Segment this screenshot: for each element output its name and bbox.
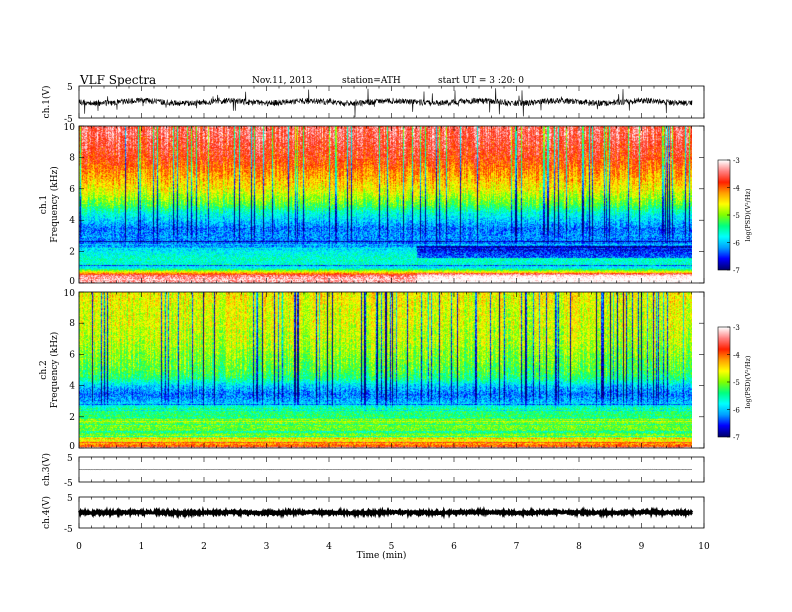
spectrogram-ch1-colorbar-tick-label: -4 bbox=[733, 185, 740, 193]
station-label: station=ATH bbox=[342, 76, 401, 86]
time-axis: 0 1 2 3 4 5 6 7 8 9 10 Time (min) bbox=[76, 542, 710, 561]
time-tick-label: 10 bbox=[698, 542, 710, 552]
waveform-ch1-trace bbox=[78, 88, 693, 118]
ch1-waveform-panel: 5 -5 ch.1(V) bbox=[41, 83, 705, 125]
spectrogram-ch2-ytick-label: 6 bbox=[69, 350, 75, 360]
spectrogram-ch1-ytick-label: 2 bbox=[69, 248, 75, 258]
time-tick-label: 9 bbox=[639, 542, 645, 552]
spectrogram-ch1-colorbar-tick-label: -6 bbox=[733, 240, 740, 248]
waveform-ch1-ylabel: ch.1(V) bbox=[41, 86, 52, 119]
time-tick-label: 6 bbox=[451, 542, 457, 552]
waveform-ch4-ylabel: ch.4(V) bbox=[41, 496, 52, 529]
ch4-waveform-panel: 5 -5 ch.4(V) bbox=[41, 494, 705, 535]
time-tick-label: 0 bbox=[76, 542, 82, 552]
time-tick-label: 3 bbox=[264, 542, 270, 552]
spectrogram-ch2-ytick-label: 2 bbox=[69, 413, 75, 423]
ch1-spectrogram-panel: 0 2 4 6 8 10 ch.1 Frequency (kHz) bbox=[39, 123, 705, 287]
time-tick-label: 1 bbox=[139, 542, 145, 552]
spectrogram-ch2-ytick-label: 4 bbox=[69, 382, 75, 392]
spectrogram-ch1-ytick-label: 6 bbox=[69, 185, 75, 195]
spectrogram-ch1-ylabel-channel: ch.1 bbox=[39, 195, 49, 214]
start-time-label: start UT = 3 :20: 0 bbox=[438, 76, 524, 86]
spectrogram-ch1-colorbar-tick-label: -3 bbox=[733, 157, 740, 165]
waveform-ch1-ytick-bottom: -5 bbox=[64, 115, 73, 125]
waveform-ch3-ytick-top: 5 bbox=[67, 454, 73, 464]
time-tick-label: 5 bbox=[389, 542, 395, 552]
date-label: Nov.11, 2013 bbox=[252, 76, 313, 86]
time-axis-label: Time (min) bbox=[357, 550, 407, 561]
spectrogram-ch2-colorbar-label: log(PSD)(V²/Hz) bbox=[744, 355, 752, 408]
spectrogram-ch2-ylabel-channel: ch.2 bbox=[39, 360, 49, 379]
waveform-ch3-ylabel: ch.3(V) bbox=[41, 453, 52, 486]
spectrogram-ch2-colorbar-tick-label: -3 bbox=[733, 324, 740, 332]
time-tick-label: 4 bbox=[326, 542, 332, 552]
spectrogram-ch2-ytick-label: 8 bbox=[69, 319, 75, 329]
spectrogram-ch1-colorbar-label: log(PSD)(V²/Hz) bbox=[744, 188, 752, 241]
waveform-ch4-ytick-top: 5 bbox=[67, 494, 73, 504]
spectrogram-ch2-ytick-label: 0 bbox=[69, 442, 75, 452]
spectrogram-ch2-colorbar-tick-label: -7 bbox=[733, 434, 740, 442]
waveform-ch4-ytick-bottom: -5 bbox=[64, 525, 73, 535]
colorbar-ch1: -3 -4 -5 -6 -7 log(PSD)(V²/Hz) bbox=[717, 157, 752, 275]
spectrogram-ch1-ytick-label: 10 bbox=[64, 123, 76, 133]
spectrogram-ch1-ytick-label: 8 bbox=[69, 153, 75, 163]
spectrogram-ch2-image bbox=[79, 292, 692, 448]
spectrogram-ch1-ytick-label: 0 bbox=[69, 277, 75, 287]
colorbar-ch2: -3 -4 -5 -6 -7 log(PSD)(V²/Hz) bbox=[717, 324, 752, 442]
spectrogram-ch1-colorbar-tick-label: -5 bbox=[733, 212, 740, 220]
ch3-waveform-panel: 5 -5 ch.3(V) bbox=[41, 453, 705, 489]
figure-title: VLF Spectra bbox=[80, 73, 157, 87]
time-tick-label: 8 bbox=[576, 542, 582, 552]
spectrogram-ch2-colorbar-tick-label: -6 bbox=[733, 407, 740, 415]
spectrogram-ch2-colorbar-tick-label: -4 bbox=[733, 352, 740, 360]
spectrogram-ch1-ytick-label: 4 bbox=[69, 216, 75, 226]
waveform-ch4-trace bbox=[77, 506, 694, 520]
spectrogram-ch1-image bbox=[79, 126, 692, 283]
time-tick-label: 7 bbox=[514, 542, 520, 552]
time-tick-label: 2 bbox=[201, 542, 207, 552]
waveform-ch1-ytick-top: 5 bbox=[67, 83, 73, 93]
waveform-ch3-ytick-bottom: -5 bbox=[64, 479, 73, 489]
spectrogram-ch1-colorbar-tick-label: -7 bbox=[733, 267, 740, 275]
spectrogram-ch2-colorbar-tick-label: -5 bbox=[733, 379, 740, 387]
spectrogram-ch2-ytick-label: 10 bbox=[64, 289, 76, 299]
waveform-ch3-trace bbox=[78, 468, 693, 471]
spectrogram-ch2-ylabel-frequency: Frequency (kHz) bbox=[49, 332, 60, 409]
ch2-spectrogram-panel: 0 2 4 6 8 10 ch.2 Frequency (kHz) bbox=[39, 289, 705, 452]
spectrogram-ch1-ylabel-frequency: Frequency (kHz) bbox=[49, 166, 60, 243]
